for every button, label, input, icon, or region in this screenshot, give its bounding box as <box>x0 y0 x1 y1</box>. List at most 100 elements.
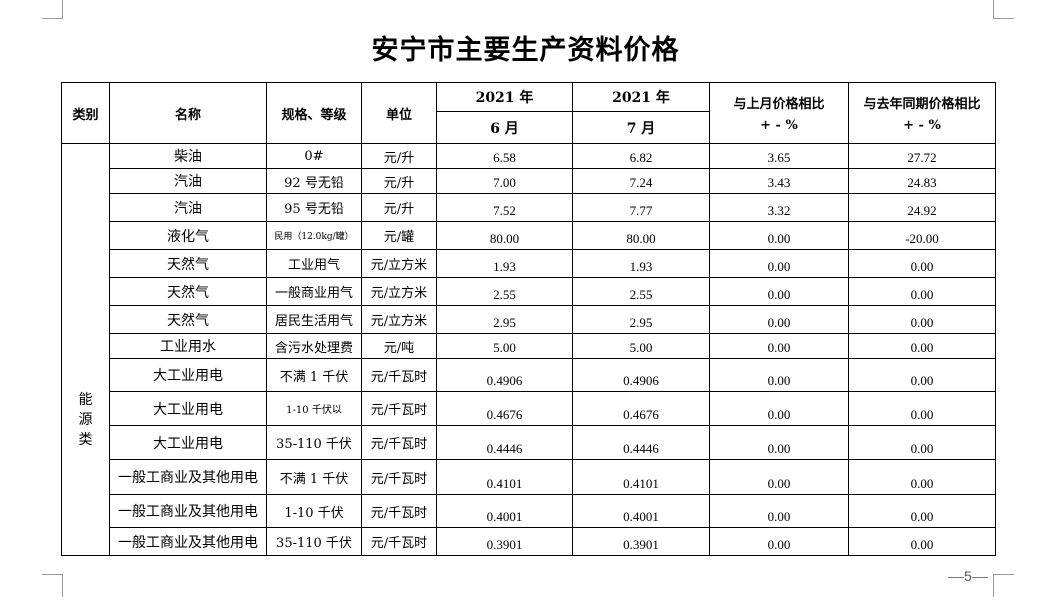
header-spec: 规格、等级 <box>266 82 362 144</box>
cell-name: 工业用水 <box>109 333 267 359</box>
cell-spec: 1-10 千伏 <box>266 494 362 528</box>
cell-yoy-change: 0.00 <box>848 425 996 460</box>
category-label: 能源类 <box>78 391 93 448</box>
cell-prev-price: 1.93 <box>436 249 573 278</box>
cell-mom-change: 0.00 <box>709 391 849 426</box>
cell-name: 天然气 <box>109 277 267 306</box>
header-mom-line1: 与上月价格相比 <box>733 97 825 112</box>
cell-name: 汽油 <box>109 193 267 222</box>
cell-unit: 元/立方米 <box>361 277 437 306</box>
cell-name: 大工业用电 <box>109 425 267 460</box>
cell-yoy-change: 0.00 <box>848 277 996 306</box>
cell-unit: 元/罐 <box>361 221 437 250</box>
price-table: 类别 名称 规格、等级 单位 2021 年 2021 年 与上月价格相比 + -… <box>61 82 996 556</box>
cell-cur-price: 0.3901 <box>572 527 710 556</box>
page-number-text: 5 <box>964 568 972 584</box>
cell-yoy-change: 0.00 <box>848 494 996 528</box>
cell-spec: 一般商业用气 <box>266 277 362 306</box>
cell-prev-price: 0.4446 <box>436 425 573 460</box>
cell-unit: 元/吨 <box>361 333 437 359</box>
cell-cur-price: 2.95 <box>572 305 710 334</box>
cell-unit: 元/千瓦时 <box>361 527 437 556</box>
cell-mom-change: 0.00 <box>709 459 849 495</box>
cell-spec: 工业用气 <box>266 249 362 278</box>
cell-mom-change: 3.43 <box>709 168 849 194</box>
cell-unit: 元/立方米 <box>361 249 437 278</box>
cell-name: 汽油 <box>109 168 267 194</box>
cell-unit: 元/升 <box>361 143 437 169</box>
cell-mom-change: 0.00 <box>709 221 849 250</box>
cell-cur-price: 0.4676 <box>572 391 710 426</box>
cell-prev-price: 0.3901 <box>436 527 573 556</box>
cell-yoy-change: 0.00 <box>848 391 996 426</box>
cell-name: 大工业用电 <box>109 391 267 426</box>
cell-spec: 1-10 千伏以 <box>266 391 362 426</box>
header-cur-month: 7 月 <box>572 111 710 144</box>
cell-mom-change: 0.00 <box>709 305 849 334</box>
cell-prev-price: 0.4676 <box>436 391 573 426</box>
cell-yoy-change: 0.00 <box>848 249 996 278</box>
cell-unit: 元/升 <box>361 193 437 222</box>
cell-name: 液化气 <box>109 221 267 250</box>
cell-spec: 含污水处理费 <box>266 333 362 359</box>
cell-yoy-change: 24.92 <box>848 193 996 222</box>
cell-spec: 35-110 千伏 <box>266 425 362 460</box>
header-name: 名称 <box>109 82 267 144</box>
cell-cur-price: 0.4101 <box>572 459 710 495</box>
page-number: 5 <box>948 568 988 584</box>
cell-spec: 不满 1 千伏 <box>266 459 362 495</box>
table-row: 大工业用电 1-10 千伏以 元/千瓦时 0.4676 0.4676 0.00 0.00 <box>62 391 996 426</box>
cell-spec: 92 号无铅 <box>266 168 362 194</box>
cell-cur-price: 5.00 <box>572 333 710 359</box>
table-row: 一般工商业及其他用电 1-10 千伏 元/千瓦时 0.4001 0.4001 0.00 0.… <box>62 494 996 528</box>
cell-cur-price: 2.55 <box>572 277 710 306</box>
cell-yoy-change: 0.00 <box>848 459 996 495</box>
table-row: 天然气 居民生活用气 元/立方米 2.95 2.95 0.00 0.00 <box>62 305 996 334</box>
cell-cur-price: 7.77 <box>572 193 710 222</box>
header-yoy: 与去年同期价格相比 + - % <box>848 82 996 144</box>
table-row: 天然气 一般商业用气 元/立方米 2.55 2.55 0.00 0.00 <box>62 277 996 306</box>
cell-spec: 0# <box>266 143 362 169</box>
crop-mark-top-right <box>993 0 1014 19</box>
cell-unit: 元/千瓦时 <box>361 358 437 392</box>
page-title: 安宁市主要生产资料价格 <box>371 35 680 66</box>
cell-unit: 元/立方米 <box>361 305 437 334</box>
crop-mark-bottom-right <box>993 574 1014 597</box>
cell-mom-change: 0.00 <box>709 494 849 528</box>
cell-name: 大工业用电 <box>109 358 267 392</box>
cell-mom-change: 3.65 <box>709 143 849 169</box>
cell-prev-price: 0.4906 <box>436 358 573 392</box>
cell-prev-price: 6.58 <box>436 143 573 169</box>
cell-mom-change: 0.00 <box>709 277 849 306</box>
cell-unit: 元/千瓦时 <box>361 494 437 528</box>
header-prev-year: 2021 年 <box>436 82 573 112</box>
cell-mom-change: 3.32 <box>709 193 849 222</box>
header-mom-line2: + - % <box>760 118 798 133</box>
header-category: 类别 <box>61 82 110 144</box>
cell-unit: 元/千瓦时 <box>361 459 437 495</box>
crop-mark-bottom-left <box>42 574 63 597</box>
cell-prev-price: 0.4001 <box>436 494 573 528</box>
table-row: 工业用水 含污水处理费 元/吨 5.00 5.00 0.00 0.00 <box>62 333 996 359</box>
table-row: 一般工商业及其他用电 不满 1 千伏 元/千瓦时 0.4101 0.4101 0.00 0.… <box>62 459 996 495</box>
header-yoy-line1: 与去年同期价格相比 <box>863 97 981 112</box>
cell-prev-price: 2.55 <box>436 277 573 306</box>
table-row: 液化气 民用（12.0kg/罐） 元/罐 80.00 80.00 0.00 -20.00 <box>62 221 996 250</box>
cell-prev-price: 7.52 <box>436 193 573 222</box>
table-row: 天然气 工业用气 元/立方米 1.93 1.93 0.00 0.00 <box>62 249 996 278</box>
cell-cur-price: 0.4906 <box>572 358 710 392</box>
table-row: 汽油 92 号无铅 元/升 7.00 7.24 3.43 24.83 <box>62 168 996 194</box>
cell-mom-change: 0.00 <box>709 249 849 278</box>
cell-mom-change: 0.00 <box>709 333 849 359</box>
cell-spec: 35-110 千伏 <box>266 527 362 556</box>
cell-name: 一般工商业及其他用电 <box>109 494 267 528</box>
table-row: 一般工商业及其他用电 35-110 千伏 元/千瓦时 0.3901 0.3901 0.00… <box>62 527 996 556</box>
cell-yoy-change: 0.00 <box>848 358 996 392</box>
cell-yoy-change: 0.00 <box>848 305 996 334</box>
cell-yoy-change: 0.00 <box>848 527 996 556</box>
cell-mom-change: 0.00 <box>709 527 849 556</box>
cell-prev-price: 5.00 <box>436 333 573 359</box>
cell-unit: 元/升 <box>361 168 437 194</box>
cell-prev-price: 2.95 <box>436 305 573 334</box>
cell-cur-price: 0.4446 <box>572 425 710 460</box>
